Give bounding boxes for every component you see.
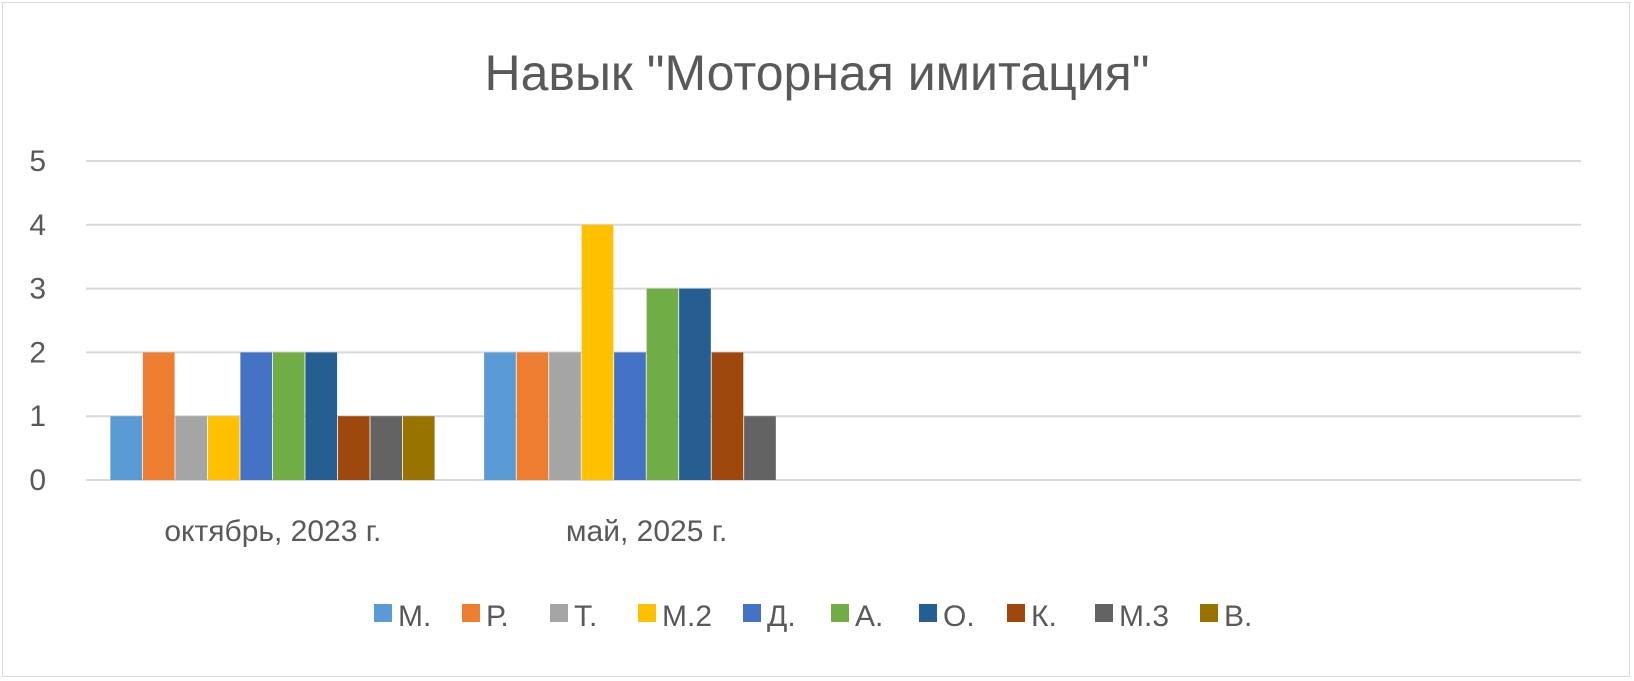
x-category-label: октябрь, 2023 г. <box>164 515 381 548</box>
x-category-label: май, 2025 г. <box>566 515 727 548</box>
bar-О-1 <box>679 288 711 480</box>
legend-label: Д. <box>767 600 796 633</box>
legend-swatch <box>1095 604 1113 622</box>
bar-Д-1 <box>614 352 646 480</box>
bar-Р-0 <box>142 352 175 480</box>
bar-А-0 <box>272 352 305 480</box>
legend-swatch <box>374 604 392 622</box>
bar-М3-1 <box>744 416 776 480</box>
bar-Р-1 <box>516 352 549 480</box>
legend-label: М.2 <box>662 600 712 633</box>
y-tick-label: 5 <box>29 145 46 178</box>
legend-swatch <box>1007 604 1025 622</box>
bar-О-0 <box>305 352 338 480</box>
legend-label: В. <box>1224 600 1252 633</box>
legend-swatch <box>638 604 656 622</box>
chart-title: Навык "Моторная имитация" <box>485 45 1150 101</box>
legend-swatch <box>831 604 849 622</box>
bar-М-1 <box>484 352 516 480</box>
y-tick-label: 3 <box>29 273 46 306</box>
legend-swatch <box>462 604 480 622</box>
bar-Т-1 <box>549 352 581 480</box>
bar-А-1 <box>646 288 679 480</box>
bar-М2-0 <box>207 416 240 480</box>
bar-М2-1 <box>581 224 614 480</box>
bar-Т-0 <box>175 416 208 480</box>
legend-label: К. <box>1031 600 1057 633</box>
legend-label: Р. <box>486 600 509 633</box>
bar-Д-0 <box>240 352 273 480</box>
legend-swatch <box>919 604 937 622</box>
y-tick-label: 2 <box>29 336 46 369</box>
bar-К-0 <box>337 416 370 480</box>
legend-label: Т. <box>574 600 597 633</box>
y-tick-label: 0 <box>29 464 46 497</box>
y-tick-label: 4 <box>29 209 46 242</box>
bar-К-1 <box>711 352 744 480</box>
bar-М3-0 <box>370 416 403 480</box>
legend-label: М.3 <box>1119 600 1169 633</box>
legend-label: М. <box>398 600 431 633</box>
y-tick-label: 1 <box>29 400 46 433</box>
legend-swatch <box>743 604 761 622</box>
bar-М-0 <box>110 416 143 480</box>
legend-swatch <box>550 604 568 622</box>
legend-label: А. <box>855 600 883 633</box>
legend-label: О. <box>943 600 975 633</box>
bar-В-0 <box>402 416 435 480</box>
legend-swatch <box>1200 604 1218 622</box>
